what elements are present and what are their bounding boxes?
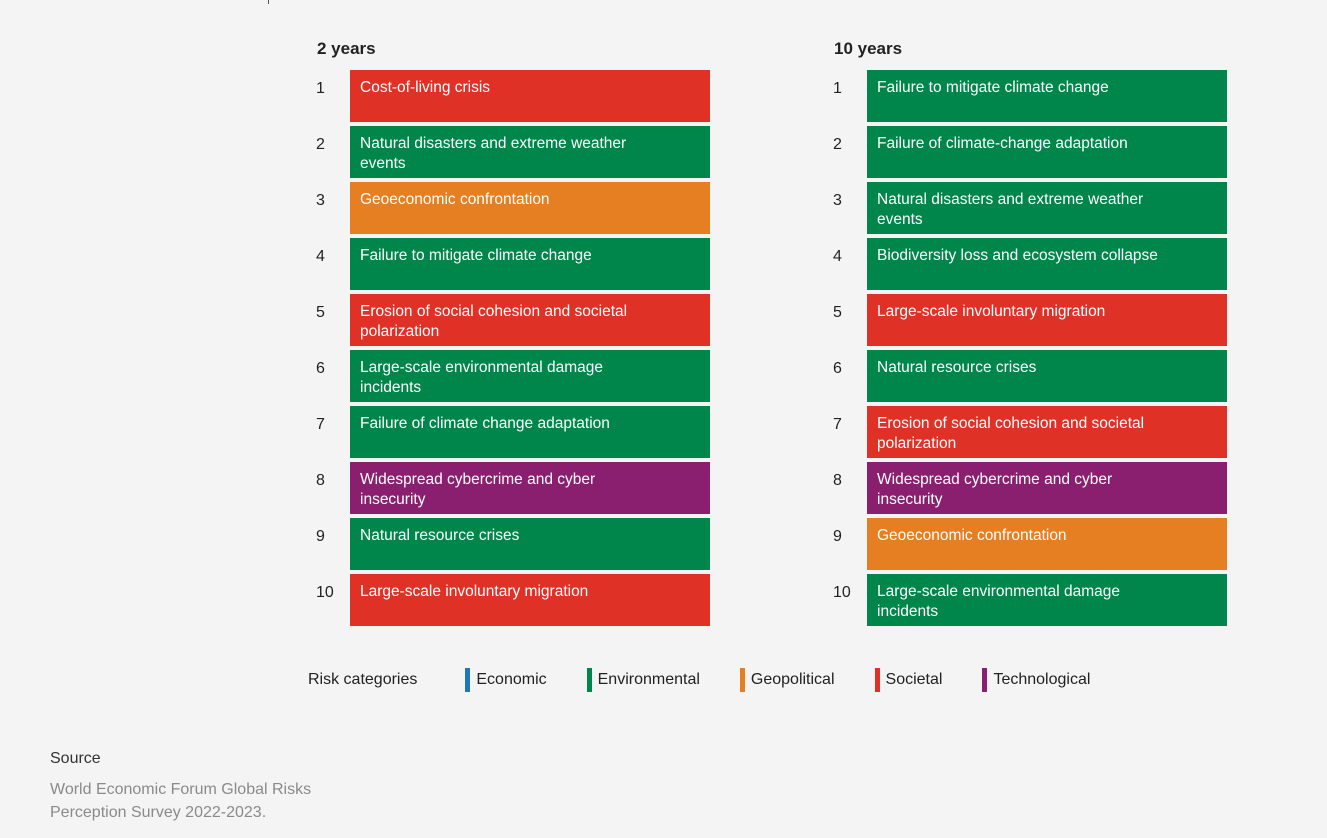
rank-row: 3 Natural disasters and extreme weather e… [825,182,1265,234]
legend-item: Economic [465,668,547,692]
risk-box: Natural resource crises [350,518,710,570]
risk-box: Large-scale involuntary migration [350,574,710,626]
rank-row: 4 Biodiversity loss and ecosystem collaps… [825,238,1265,290]
risk-box: Widespread cybercrime and cyber insecuri… [867,462,1227,514]
rank-number: 5 [833,304,842,321]
rank-number: 8 [316,472,325,489]
rank-number: 2 [316,136,325,153]
rank-number: 8 [833,472,842,489]
rank-number: 3 [316,192,325,209]
legend-item: Environmental [586,668,700,692]
legend-label: Environmental [597,671,700,688]
legend-swatch [982,668,988,692]
legend-label: Technological [993,671,1091,688]
rank-number: 10 [316,584,334,601]
rank-row: 6 Large-scale environmental damage incide… [308,350,748,402]
rank-row: 8 Widespread cybercrime and cyber insecur… [308,462,748,514]
legend-item: Societal [874,668,943,692]
source-title: Source [50,750,101,767]
risk-box: Natural disasters and extreme weather ev… [350,126,710,178]
rank-number: 3 [833,192,842,209]
risk-box: Failure to mitigate climate change [350,238,710,290]
rank-number: 7 [833,416,842,433]
risk-box: Failure to mitigate climate change [867,70,1227,122]
rank-row: 5 Erosion of social cohesion and societal… [308,294,748,346]
legend-swatch [465,668,471,692]
rank-row: 6 Natural resource crises [825,350,1265,402]
rank-number: 5 [316,304,325,321]
source-text: World Economic Forum Global Risks Percep… [50,781,312,821]
rank-row: 5 Large-scale involuntary migration [825,294,1265,346]
risk-box: Geoeconomic confrontation [350,182,710,234]
rank-row: 10 Large-scale involuntary migration [308,574,748,626]
column-2-years: 2 years 1 Cost-of-living crisis 2 Natural d… [308,38,748,630]
rank-number: 9 [316,528,325,545]
risk-box: Natural disasters and extreme weather ev… [867,182,1227,234]
column-title: 2 years [317,39,376,58]
rank-list: 1 Failure to mitigate climate change 2 Fail… [825,70,1265,626]
rank-row: 1 Cost-of-living crisis [308,70,748,122]
risk-box: Large-scale environmental damage inciden… [867,574,1227,626]
risk-box: Widespread cybercrime and cyber insecuri… [350,462,710,514]
legend: Risk categories Economic Environmental Geo… [308,668,1130,692]
rank-row: 8 Widespread cybercrime and cyber insecur… [825,462,1265,514]
rank-row: 7 Erosion of social cohesion and societal… [825,406,1265,458]
rank-number: 10 [833,584,851,601]
rank-row: 9 Geoeconomic confrontation [825,518,1265,570]
rank-row: 2 Natural disasters and extreme weather e… [308,126,748,178]
legend-label: Societal [885,671,943,688]
rank-row: 4 Failure to mitigate climate change [308,238,748,290]
rank-list: 1 Cost-of-living crisis 2 Natural disasters… [308,70,748,626]
column-title: 10 years [834,39,903,58]
risk-box: Large-scale involuntary migration [867,294,1227,346]
column-10-years: 10 years 1 Failure to mitigate climate ch… [825,38,1265,630]
rank-row: 2 Failure of climate-change adaptation [825,126,1265,178]
legend-label: Economic [476,671,547,688]
risk-box: Large-scale environmental damage inciden… [350,350,710,402]
rank-row: 9 Natural resource crises [308,518,748,570]
legend-title: Risk categories [308,671,418,688]
rank-number: 6 [316,360,325,377]
legend-items: Economic Environmental Geopolitical Societa… [465,668,1130,692]
rank-number: 4 [316,248,325,265]
rank-row: 1 Failure to mitigate climate change [825,70,1265,122]
risk-box: Erosion of social cohesion and societal … [350,294,710,346]
legend-swatch [874,668,880,692]
rank-number: 4 [833,248,842,265]
legend-label: Geopolitical [750,671,835,688]
rank-number: 1 [833,80,842,97]
legend-swatch [586,668,592,692]
risk-box: Geoeconomic confrontation [867,518,1227,570]
rank-row: 10 Large-scale environmental damage incid… [825,574,1265,626]
risk-box: Failure of climate-change adaptation [867,126,1227,178]
risk-box: Cost-of-living crisis [350,70,710,122]
risk-box: Biodiversity loss and ecosystem collapse [867,238,1227,290]
risk-box: Failure of climate change adaptation [350,406,710,458]
rank-number: 6 [833,360,842,377]
rank-number: 2 [833,136,842,153]
rank-row: 7 Failure of climate change adaptation [308,406,748,458]
top-divider-mark [268,0,269,4]
risk-box: Erosion of social cohesion and societal … [867,406,1227,458]
risk-box: Natural resource crises [867,350,1227,402]
rank-row: 3 Geoeconomic confrontation [308,182,748,234]
legend-item: Technological [982,668,1090,692]
rank-number: 9 [833,528,842,545]
legend-item: Geopolitical [739,668,835,692]
legend-swatch [739,668,745,692]
rank-number: 1 [316,80,325,97]
source: Source World Economic Forum Global Risks… [50,750,350,824]
rank-number: 7 [316,416,325,433]
